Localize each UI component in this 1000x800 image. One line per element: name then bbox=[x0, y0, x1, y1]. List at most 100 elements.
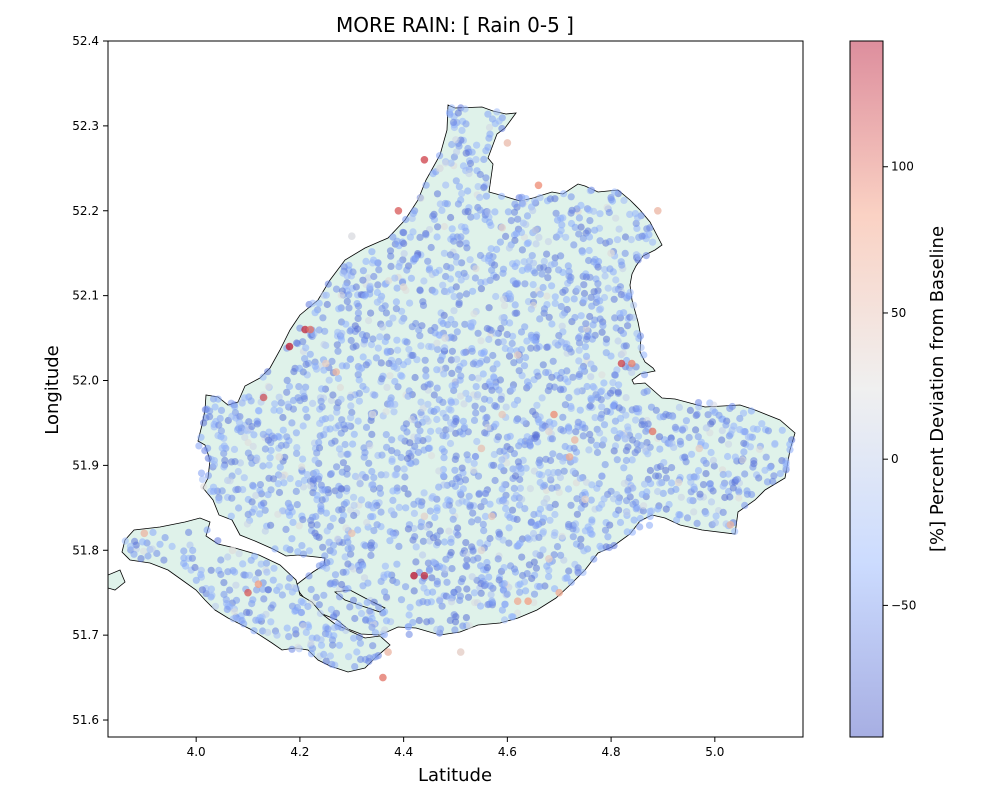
scatter-point bbox=[450, 307, 458, 315]
scatter-point bbox=[337, 336, 346, 344]
scatter-point bbox=[485, 600, 494, 608]
scatter-point bbox=[249, 596, 257, 604]
scatter-point bbox=[302, 344, 310, 352]
scatter-point bbox=[517, 464, 525, 472]
scatter-point bbox=[288, 588, 296, 596]
scatter-point bbox=[217, 433, 225, 441]
scatter-point bbox=[486, 378, 494, 386]
scatter-point bbox=[560, 190, 568, 198]
scatter-point bbox=[416, 332, 424, 340]
scatter-point bbox=[622, 342, 630, 350]
scatter-point bbox=[548, 320, 556, 328]
scatter-point bbox=[539, 361, 547, 369]
scatter-point bbox=[297, 608, 306, 617]
scatter-point bbox=[439, 471, 447, 480]
scatter-point bbox=[399, 283, 408, 291]
scatter-point bbox=[298, 542, 306, 550]
scatter-point bbox=[221, 456, 229, 464]
scatter-point bbox=[348, 529, 356, 538]
scatter-point bbox=[711, 408, 719, 416]
scatter-point bbox=[615, 381, 623, 389]
scatter-point bbox=[337, 291, 345, 299]
scatter-point bbox=[587, 360, 595, 368]
scatter-point bbox=[710, 401, 718, 409]
scatter-point bbox=[271, 400, 279, 408]
scatter-point bbox=[474, 472, 483, 480]
scatter-point bbox=[278, 591, 286, 599]
scatter-point bbox=[546, 382, 554, 390]
scatter-point bbox=[463, 550, 471, 558]
scatter-point bbox=[463, 556, 471, 564]
scatter-point bbox=[284, 400, 292, 408]
scatter-point bbox=[485, 335, 493, 343]
scatter-point bbox=[377, 577, 385, 586]
scatter-point bbox=[462, 614, 470, 622]
scatter-point bbox=[622, 394, 630, 402]
scatter-point bbox=[668, 464, 676, 472]
scatter-point bbox=[244, 588, 252, 597]
scatter-point bbox=[539, 283, 547, 292]
scatter-point bbox=[345, 304, 353, 312]
scatter-point bbox=[500, 481, 508, 489]
scatter-point bbox=[387, 507, 395, 515]
scatter-point bbox=[548, 435, 557, 443]
scatter-point bbox=[681, 453, 689, 461]
scatter-point bbox=[615, 225, 623, 233]
scatter-point bbox=[378, 375, 386, 383]
scatter-point bbox=[591, 331, 599, 339]
scatter-point bbox=[624, 486, 632, 494]
scatter-point bbox=[312, 593, 320, 602]
scatter-point bbox=[701, 442, 710, 450]
scatter-point bbox=[427, 243, 435, 252]
scatter-point bbox=[454, 585, 462, 594]
scatter-point bbox=[596, 237, 604, 245]
scatter-point bbox=[307, 521, 316, 529]
scatter-point bbox=[336, 383, 344, 392]
scatter-point bbox=[580, 289, 589, 298]
scatter-point bbox=[231, 458, 239, 466]
scatter-point bbox=[408, 214, 416, 222]
scatter-point bbox=[488, 386, 496, 394]
scatter-point bbox=[502, 505, 510, 513]
scatter-point bbox=[571, 436, 579, 444]
scatter-point bbox=[457, 392, 465, 400]
scatter-point bbox=[724, 470, 733, 478]
scatter-point bbox=[523, 212, 532, 220]
scatter-point bbox=[477, 562, 485, 570]
scatter-point bbox=[457, 372, 465, 380]
scatter-point bbox=[586, 430, 594, 438]
scatter-point bbox=[612, 214, 620, 222]
scatter-point bbox=[282, 525, 290, 534]
scatter-point bbox=[447, 315, 455, 324]
scatter-point bbox=[590, 555, 598, 563]
scatter-point bbox=[464, 187, 472, 195]
scatter-point bbox=[456, 648, 465, 656]
scatter-point bbox=[525, 561, 534, 569]
scatter-point bbox=[293, 339, 301, 347]
scatter-point bbox=[429, 212, 437, 220]
scatter-point bbox=[641, 480, 649, 488]
scatter-point bbox=[640, 421, 649, 429]
scatter-point bbox=[414, 448, 422, 456]
scatter-point bbox=[429, 493, 437, 501]
scatter-point bbox=[342, 320, 350, 328]
scatter-point bbox=[350, 493, 358, 501]
scatter-point bbox=[278, 473, 286, 481]
scatter-point bbox=[404, 525, 412, 533]
scatter-point bbox=[643, 439, 651, 447]
scatter-point bbox=[538, 394, 546, 402]
scatter-point bbox=[616, 309, 624, 318]
scatter-point bbox=[530, 590, 539, 598]
scatter-point bbox=[565, 394, 573, 402]
scatter-point bbox=[616, 414, 625, 422]
scatter-point bbox=[542, 368, 550, 377]
scatter-point bbox=[329, 641, 337, 649]
scatter-point bbox=[747, 407, 756, 415]
scatter-point bbox=[306, 350, 314, 358]
scatter-point bbox=[518, 553, 526, 561]
scatter-point bbox=[328, 636, 337, 644]
scatter-point bbox=[577, 223, 585, 231]
scatter-point bbox=[400, 465, 408, 473]
scatter-point bbox=[469, 509, 477, 517]
scatter-point bbox=[149, 528, 157, 537]
